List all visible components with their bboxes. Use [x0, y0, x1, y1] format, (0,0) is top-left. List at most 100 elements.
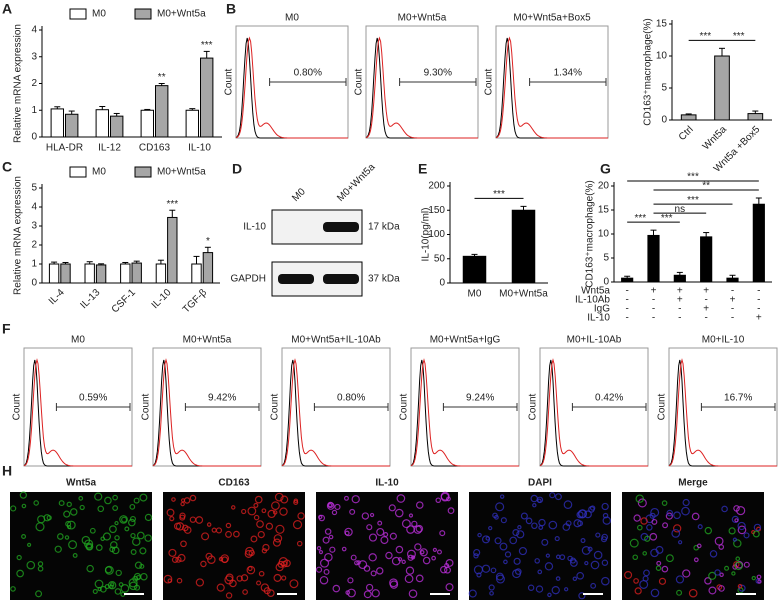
cell [650, 507, 660, 517]
cell [368, 533, 378, 542]
cell [624, 570, 633, 580]
legend-label: M0+Wnt5a [157, 167, 206, 178]
cell [601, 559, 609, 567]
cell [578, 592, 586, 600]
histogram-sample [495, 36, 608, 139]
cell [256, 580, 262, 586]
cell [104, 584, 110, 590]
condition-sign: + [677, 286, 683, 297]
condition-sign: - [704, 295, 707, 306]
condition-sign: - [678, 313, 681, 324]
cell [737, 521, 746, 531]
y-axis-label: Count [399, 393, 410, 420]
cell [644, 535, 651, 542]
cell [124, 526, 130, 532]
bar [60, 263, 71, 284]
cell [253, 514, 260, 521]
x-tick-label: M0 [468, 289, 482, 300]
error-bar [54, 106, 61, 109]
cell [225, 592, 233, 599]
x-tick-label: M0+Wnt5a [499, 289, 548, 300]
plot-title: M0+Wnt5a+IL-10Ab [291, 335, 381, 346]
cell [590, 560, 600, 570]
cell [518, 546, 528, 556]
cell [324, 552, 333, 562]
bar [714, 55, 730, 121]
cell [408, 589, 418, 599]
cell [431, 555, 437, 561]
bar [140, 109, 155, 138]
cell [183, 526, 192, 534]
cell [731, 515, 739, 524]
error-bar [471, 253, 478, 257]
bar [48, 263, 60, 284]
cell [275, 524, 285, 534]
band-name: IL-10 [243, 222, 266, 233]
condition-sign: - [625, 313, 628, 324]
error-bar [755, 197, 762, 205]
bar [120, 263, 131, 284]
cell [274, 492, 284, 502]
condition-name: IgG [594, 304, 610, 315]
cell [329, 546, 336, 553]
y-axis-label: Count [12, 393, 23, 420]
gate-percentage: 1.34% [554, 68, 582, 79]
cell [734, 561, 743, 571]
error-bar [113, 112, 120, 117]
cell [89, 527, 96, 534]
cell [494, 537, 502, 545]
gate [184, 403, 260, 411]
cell [173, 522, 182, 530]
cell [163, 574, 173, 584]
plot-title: M0+Wnt5a+IgG [430, 335, 501, 346]
cell [109, 582, 115, 587]
cell [215, 527, 223, 534]
comparison-label: ** [702, 181, 710, 192]
cell [477, 532, 482, 538]
cell [576, 571, 585, 580]
error-bar [122, 261, 129, 264]
cell [731, 571, 736, 576]
cell [414, 543, 422, 551]
cell [230, 505, 236, 510]
cell [267, 509, 276, 519]
cell [468, 589, 477, 598]
y-tick-label: 1 [31, 105, 37, 116]
gate [700, 403, 776, 411]
cell [396, 494, 406, 503]
cell [92, 588, 98, 595]
cell [697, 524, 703, 530]
histogram-sample [281, 358, 390, 467]
cell [405, 566, 415, 575]
condition-sign: - [757, 286, 760, 297]
cell [139, 563, 145, 569]
y-tick-label: 15 [598, 205, 610, 216]
cell [315, 566, 323, 573]
cell [535, 585, 544, 593]
cell [593, 550, 603, 560]
y-tick-label: 0 [603, 277, 609, 288]
cell [404, 574, 414, 584]
cell [278, 557, 288, 567]
cell [481, 564, 491, 573]
plot-title: M0 [285, 13, 299, 24]
x-tick-label: IL-4 [47, 287, 67, 307]
cell [58, 500, 65, 507]
cell [445, 559, 454, 567]
cell [554, 493, 562, 501]
cell [675, 575, 685, 584]
lane-label: M0 [290, 186, 308, 204]
cell [509, 536, 518, 545]
cell [545, 553, 550, 558]
cell [445, 583, 454, 592]
cell [737, 583, 743, 589]
cell [347, 577, 354, 584]
cell [567, 555, 573, 562]
cell [35, 590, 43, 598]
plot-title: M0+IL-10Ab [567, 335, 622, 346]
comparison-label: *** [661, 213, 673, 224]
condition-sign: - [757, 304, 760, 315]
cell [134, 561, 143, 569]
comparison-label: *** [634, 213, 646, 224]
cell [102, 532, 112, 541]
